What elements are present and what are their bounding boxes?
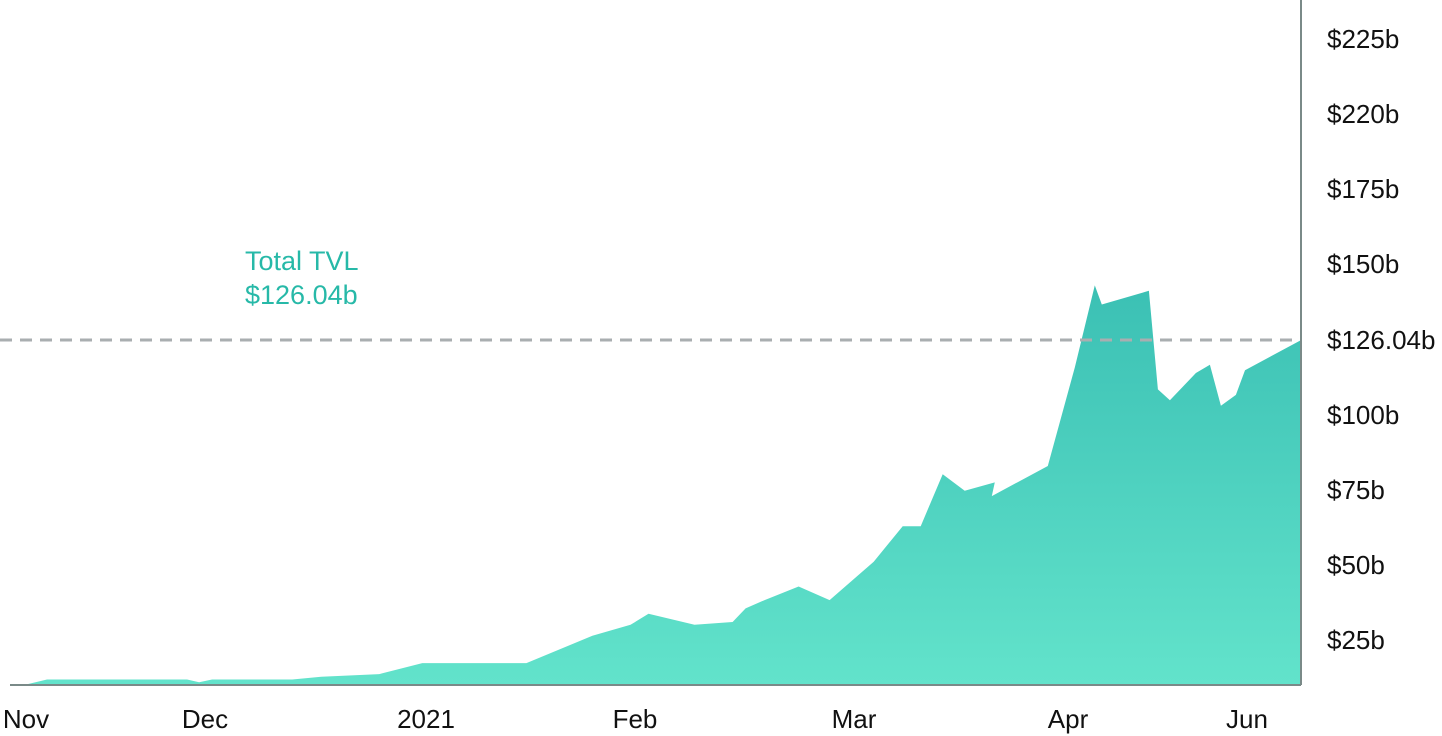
y-axis-ticks: $225b $220b $175b $150b $126.04b $100b $75b $50… [1327, 24, 1435, 655]
x-tick-label: Apr [1048, 704, 1089, 734]
x-tick-label: Feb [613, 704, 658, 734]
y-tick-label: $100b [1327, 400, 1399, 430]
y-tick-label: $175b [1327, 174, 1399, 204]
x-tick-label: Dec [182, 704, 228, 734]
y-tick-label: $75b [1327, 475, 1385, 505]
y-tick-label: $225b [1327, 24, 1399, 54]
annotation-title: Total TVL [245, 246, 359, 276]
x-tick-label: Nov [3, 704, 49, 734]
tvl-area [24, 285, 1301, 685]
y-tick-label: $150b [1327, 249, 1399, 279]
y-tick-label: $126.04b [1327, 325, 1435, 355]
y-tick-label: $25b [1327, 625, 1385, 655]
x-tick-label: 2021 [397, 704, 455, 734]
x-tick-label: Mar [832, 704, 877, 734]
x-tick-label: Jun [1226, 704, 1268, 734]
y-tick-label: $50b [1327, 550, 1385, 580]
annotation-value: $126.04b [245, 280, 358, 310]
x-axis-ticks: Nov Dec 2021 Feb Mar Apr Jun [3, 704, 1268, 734]
area-layer [24, 285, 1301, 685]
y-tick-label: $220b [1327, 99, 1399, 129]
